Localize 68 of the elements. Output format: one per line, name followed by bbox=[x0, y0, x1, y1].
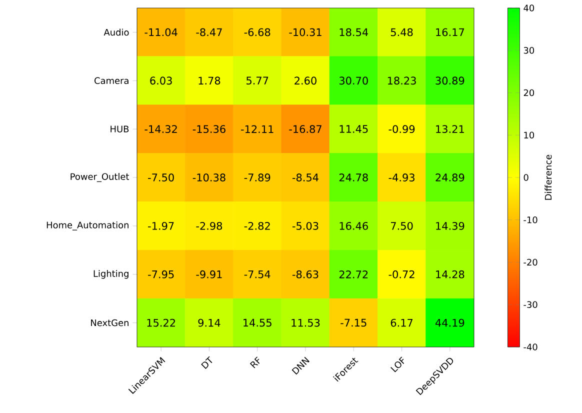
data-label: 16.46 bbox=[340, 222, 368, 230]
data-label: 1.78 bbox=[198, 76, 220, 85]
data-label: -2.98 bbox=[196, 222, 222, 230]
y-tick-label: NextGen bbox=[91, 319, 128, 326]
y-tick-label: Lighting bbox=[94, 270, 128, 279]
data-label: 13.21 bbox=[436, 125, 464, 134]
data-label: 18.54 bbox=[340, 28, 368, 36]
data-label: 30.70 bbox=[339, 76, 368, 85]
data-label: 2.60 bbox=[294, 76, 316, 85]
data-label: -8.54 bbox=[292, 174, 318, 182]
data-label: 24.89 bbox=[436, 174, 464, 182]
data-label: 44.19 bbox=[435, 318, 464, 327]
data-label: -16.87 bbox=[289, 125, 322, 134]
data-label: -8.63 bbox=[292, 270, 318, 278]
color-bar-label: -10 bbox=[524, 216, 538, 224]
color-bar-label: 0 bbox=[524, 174, 528, 181]
data-label: 11.53 bbox=[292, 318, 320, 327]
data-label: 16.17 bbox=[436, 28, 464, 36]
color-bar-label: 10 bbox=[524, 132, 534, 139]
data-label: 9.14 bbox=[198, 318, 220, 327]
data-label: -12.11 bbox=[241, 125, 274, 133]
data-label: -9.91 bbox=[196, 270, 222, 278]
data-label: -7.50 bbox=[148, 174, 174, 182]
x-tick-label: RF bbox=[250, 356, 260, 368]
data-label: 11.45 bbox=[340, 125, 368, 133]
y-tick-label: Power_Outlet bbox=[70, 173, 130, 182]
data-label: 14.28 bbox=[436, 270, 464, 278]
data-label: -7.54 bbox=[244, 270, 270, 278]
data-label: 18.23 bbox=[388, 76, 416, 85]
data-label: -15.36 bbox=[192, 125, 226, 134]
y-tick-label: HUB bbox=[110, 126, 129, 132]
color-bar-label: -30 bbox=[524, 301, 538, 308]
data-label: 15.22 bbox=[147, 318, 175, 327]
color-bar-label: 30 bbox=[524, 46, 534, 54]
data-label: 6.17 bbox=[390, 318, 413, 327]
data-label: -14.32 bbox=[144, 125, 177, 134]
data-label: -7.95 bbox=[148, 270, 174, 278]
data-label: 30.89 bbox=[436, 76, 464, 85]
data-label: 22.72 bbox=[339, 270, 368, 278]
data-label: 7.50 bbox=[391, 222, 413, 230]
x-tick-label: DT bbox=[201, 356, 212, 369]
data-label: 6.03 bbox=[150, 76, 172, 85]
data-label: -10.38 bbox=[192, 174, 226, 182]
data-label: -0.72 bbox=[388, 270, 414, 278]
data-label: -6.68 bbox=[244, 28, 270, 36]
color-bar-label: -40 bbox=[524, 344, 538, 350]
data-label: -2.82 bbox=[244, 222, 270, 230]
y-tick-label: Home_Automation bbox=[46, 221, 128, 230]
y-tick-label: Camera bbox=[94, 77, 128, 84]
data-label: -0.99 bbox=[388, 125, 415, 134]
data-label: -7.15 bbox=[340, 318, 366, 327]
data-label: -10.31 bbox=[289, 28, 322, 36]
data-label: 24.78 bbox=[339, 174, 368, 182]
data-label: -8.47 bbox=[196, 28, 222, 36]
y-tick-label: Audio bbox=[104, 28, 129, 36]
data-label: -7.89 bbox=[244, 174, 270, 182]
data-label: -4.93 bbox=[388, 174, 414, 182]
data-label: -5.03 bbox=[292, 222, 318, 230]
color-bar-label: 20 bbox=[524, 89, 534, 96]
color-bar-title: Difference bbox=[544, 154, 552, 200]
data-label: -1.97 bbox=[148, 222, 174, 230]
data-label: 5.77 bbox=[246, 76, 268, 85]
data-label: 14.39 bbox=[436, 222, 464, 230]
color-bar-label: -20 bbox=[524, 258, 538, 266]
data-label: -11.04 bbox=[144, 28, 178, 36]
data-label: 5.48 bbox=[390, 28, 413, 36]
data-label: 14.55 bbox=[244, 318, 272, 327]
color-bar-label: 40 bbox=[524, 4, 534, 12]
